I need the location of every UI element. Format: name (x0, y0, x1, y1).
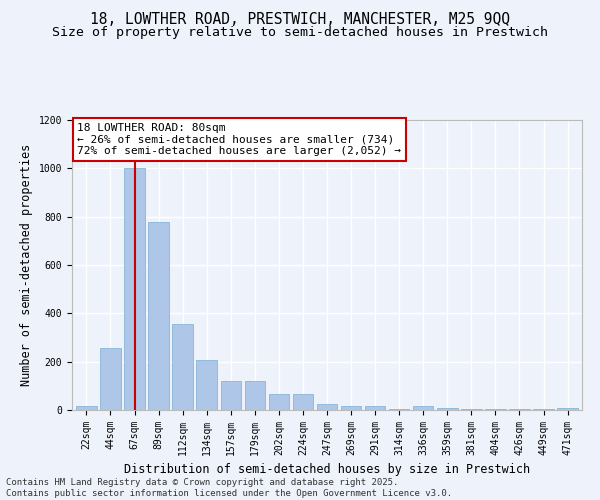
Y-axis label: Number of semi-detached properties: Number of semi-detached properties (20, 144, 33, 386)
Bar (317, 404, 337, 410)
Text: Contains HM Land Registry data © Crown copyright and database right 2025.
Contai: Contains HM Land Registry data © Crown c… (6, 478, 452, 498)
Bar (341, 406, 361, 410)
Bar (76, 406, 97, 410)
Bar (269, 394, 289, 410)
Text: 18 LOWTHER ROAD: 80sqm
← 26% of semi-detached houses are smaller (734)
72% of se: 18 LOWTHER ROAD: 80sqm ← 26% of semi-det… (77, 123, 401, 156)
Text: Size of property relative to semi-detached houses in Prestwich: Size of property relative to semi-detach… (52, 26, 548, 39)
Bar (557, 408, 578, 410)
Bar (365, 406, 385, 410)
Bar (196, 360, 217, 410)
Bar (437, 408, 458, 410)
Bar (413, 406, 433, 410)
Bar (124, 168, 145, 410)
Bar (293, 394, 313, 410)
Bar (245, 381, 265, 410)
Text: 18, LOWTHER ROAD, PRESTWICH, MANCHESTER, M25 9QQ: 18, LOWTHER ROAD, PRESTWICH, MANCHESTER,… (90, 12, 510, 28)
Bar (172, 324, 193, 410)
Bar (221, 381, 241, 410)
Bar (148, 222, 169, 410)
Bar (100, 348, 121, 410)
X-axis label: Distribution of semi-detached houses by size in Prestwich: Distribution of semi-detached houses by … (124, 464, 530, 476)
